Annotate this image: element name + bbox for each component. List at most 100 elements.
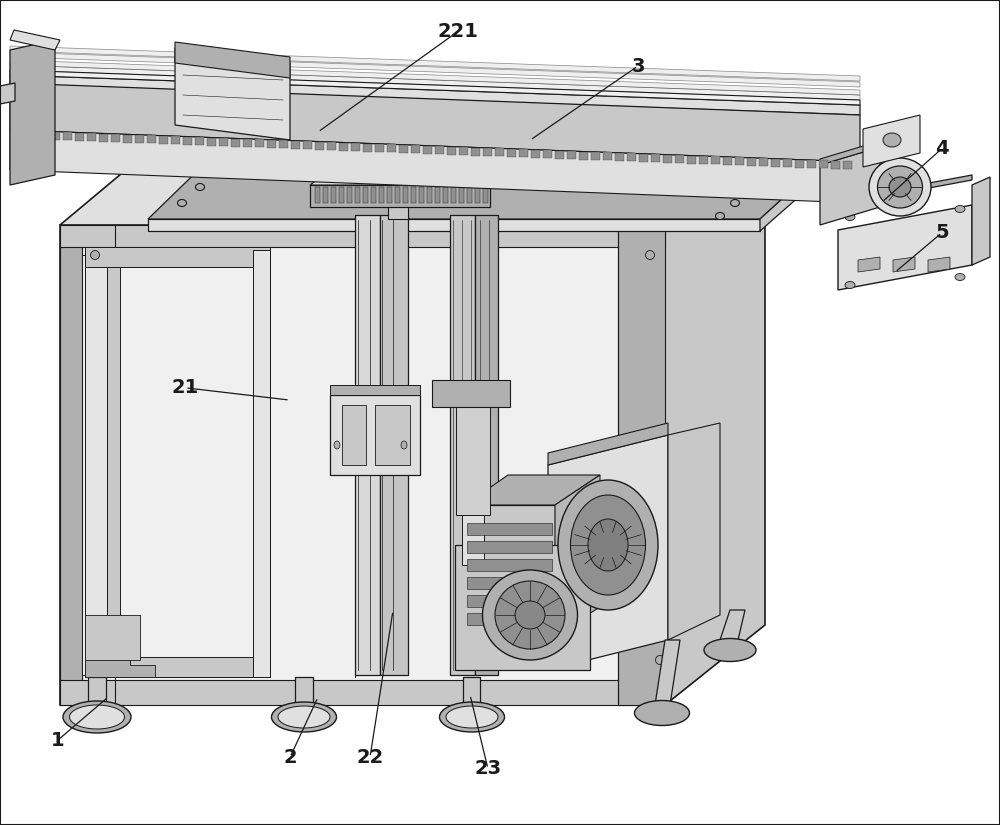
Polygon shape [183,137,192,145]
Polygon shape [159,136,168,144]
Polygon shape [675,155,684,163]
Polygon shape [219,138,228,146]
Polygon shape [591,152,600,160]
Ellipse shape [588,519,628,571]
Polygon shape [475,187,480,203]
Polygon shape [555,475,600,635]
Polygon shape [39,131,48,139]
Polygon shape [85,247,270,267]
Polygon shape [303,141,312,149]
Polygon shape [435,146,444,154]
Polygon shape [655,640,680,705]
Polygon shape [843,162,852,169]
Polygon shape [375,405,410,465]
Polygon shape [467,187,472,203]
Polygon shape [555,151,564,158]
Polygon shape [467,559,552,571]
Ellipse shape [440,702,505,732]
Polygon shape [331,187,336,203]
Polygon shape [603,153,612,160]
Ellipse shape [845,214,855,220]
Polygon shape [351,143,360,151]
Polygon shape [760,151,835,231]
Polygon shape [279,140,288,148]
Polygon shape [465,475,600,505]
Ellipse shape [446,706,498,728]
Polygon shape [651,154,660,163]
Polygon shape [455,545,590,670]
Text: 23: 23 [474,759,502,779]
Ellipse shape [401,441,407,449]
Polygon shape [99,134,108,142]
Polygon shape [347,187,352,203]
Polygon shape [735,158,744,165]
Polygon shape [10,83,860,162]
Polygon shape [85,650,155,677]
Polygon shape [495,148,504,157]
Polygon shape [255,139,264,148]
Polygon shape [175,42,290,78]
Polygon shape [330,395,420,475]
Polygon shape [443,187,448,203]
Polygon shape [10,60,860,95]
Ellipse shape [869,158,931,216]
Polygon shape [795,159,804,167]
Ellipse shape [63,701,131,733]
Ellipse shape [70,705,124,729]
Ellipse shape [889,177,911,197]
Polygon shape [85,615,140,660]
Polygon shape [175,48,290,140]
Ellipse shape [515,601,545,629]
Polygon shape [450,215,475,675]
Polygon shape [363,187,368,203]
Polygon shape [85,250,107,677]
Text: 2: 2 [283,747,297,767]
Polygon shape [819,161,828,168]
Polygon shape [665,143,765,705]
Polygon shape [783,159,792,167]
Polygon shape [462,515,484,565]
Polygon shape [295,677,313,705]
Polygon shape [111,134,120,142]
Polygon shape [463,677,480,705]
Polygon shape [355,215,380,675]
Ellipse shape [635,700,690,725]
Ellipse shape [730,200,740,206]
Polygon shape [51,132,60,140]
Polygon shape [195,137,204,145]
Polygon shape [519,149,528,158]
Polygon shape [291,141,300,148]
Polygon shape [639,153,648,162]
Polygon shape [10,65,860,100]
Ellipse shape [272,702,336,732]
Text: 5: 5 [935,223,949,243]
Polygon shape [60,680,665,705]
Ellipse shape [878,166,922,208]
Polygon shape [663,154,672,163]
Polygon shape [711,157,720,164]
Polygon shape [148,151,835,219]
Ellipse shape [646,251,654,260]
Ellipse shape [955,205,965,213]
Polygon shape [10,75,860,115]
Ellipse shape [955,274,965,281]
Polygon shape [330,385,420,395]
Ellipse shape [716,213,724,219]
Polygon shape [379,187,384,203]
Polygon shape [423,146,432,153]
Polygon shape [10,70,860,105]
Polygon shape [87,133,96,141]
Polygon shape [315,187,320,203]
Polygon shape [720,610,745,640]
Polygon shape [465,505,555,635]
Polygon shape [747,158,756,166]
Ellipse shape [178,200,186,206]
Polygon shape [375,144,384,152]
Polygon shape [567,151,576,159]
Polygon shape [579,152,588,159]
Polygon shape [380,215,408,675]
Polygon shape [467,541,552,553]
Polygon shape [60,143,765,225]
Polygon shape [471,148,480,156]
Polygon shape [387,187,392,203]
